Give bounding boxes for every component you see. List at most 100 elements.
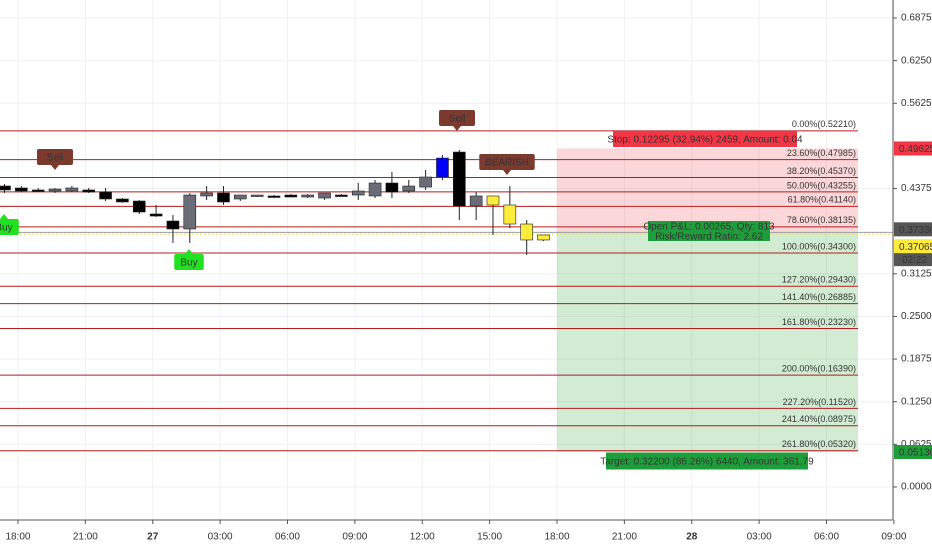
candle-body: [385, 182, 399, 193]
candle-body: [520, 223, 533, 241]
stop-tag-label: 0.49625: [899, 144, 932, 155]
y-tick-label: 0.00000: [901, 482, 932, 493]
signal-text: Sell: [47, 153, 64, 164]
candle-body: [149, 213, 163, 217]
x-tick-label: 03:00: [208, 532, 233, 543]
entry-tag: [894, 222, 932, 237]
signal-label: Buy: [0, 214, 19, 235]
fib-label: 141.40%(0.26885): [782, 292, 856, 302]
candle-body: [132, 200, 146, 213]
last-price-tag-label: 0.37065: [899, 242, 932, 253]
entry-tag-label: 0.37330: [899, 225, 932, 236]
signal-box: [37, 149, 73, 165]
candle-body: [82, 189, 96, 193]
signal-pointer: [51, 165, 59, 170]
fib-label: 61.80%(0.41140): [788, 195, 856, 205]
candle-body: [419, 176, 432, 188]
candle-body: [31, 189, 45, 192]
signal-box: [479, 154, 535, 170]
candle-body: [116, 198, 129, 203]
candle-body: [250, 194, 264, 197]
pnl-info-text: Risk/Reward Ratio: 2.62: [655, 232, 763, 243]
x-tick-label: 21:00: [612, 532, 637, 543]
candle-body: [503, 204, 517, 225]
countdown-label: 02:22: [902, 255, 927, 266]
candle-body: [234, 194, 247, 200]
fib-label: 100.00%(0.34300): [782, 241, 856, 251]
signal-pointer: [503, 170, 511, 175]
candle-body: [65, 187, 79, 192]
x-tick-label: 09:00: [342, 532, 367, 543]
stop-tag: [894, 141, 932, 156]
signal-label: BEARISH: [479, 154, 535, 175]
signal-box: [174, 254, 204, 270]
candle-body: [48, 188, 62, 192]
fib-label: 227.20%(0.11520): [783, 397, 856, 407]
x-tick-label: 27: [147, 532, 159, 543]
signal-box: [0, 219, 19, 235]
fib-label: 161.80%(0.23230): [782, 317, 856, 327]
fib-label: 78.60%(0.38135): [787, 215, 856, 225]
target-zone: [557, 232, 858, 452]
candle-body: [267, 195, 281, 198]
fib-label: 241.40%(0.08975): [782, 414, 856, 424]
signal-pointer: [0, 214, 8, 219]
candle-body: [351, 190, 365, 196]
x-tick-label: 03:00: [747, 532, 772, 543]
fib-label: 50.00%(0.43255): [787, 180, 856, 190]
plot-area: 0.00%(0.52210) 23.60%(0.47985) 38.20%(0.45…: [0, 0, 895, 520]
candle-body: [15, 187, 28, 192]
candle-body: [402, 185, 416, 192]
x-tick-label: 12:00: [410, 532, 435, 543]
signal-text: Buy: [180, 258, 197, 269]
fib-label: 261.80%(0.05320): [782, 439, 856, 449]
candle-body: [318, 192, 331, 199]
stop-zone: [557, 148, 858, 233]
candle-body: [368, 182, 382, 197]
x-tick-label: 21:00: [73, 532, 98, 543]
candle-body: [217, 192, 230, 203]
signal-text: Buy: [0, 223, 13, 234]
x-tick-label: 06:00: [275, 532, 300, 543]
candle-body: [486, 195, 500, 206]
signal-label: Buy: [174, 249, 204, 270]
x-tick-label: 15:00: [477, 532, 502, 543]
fib-label: 200.00%(0.16390): [782, 364, 856, 374]
signal-label: Sell: [37, 149, 73, 170]
signal-text: BEARISH: [485, 158, 529, 169]
candle-body: [99, 191, 112, 200]
signal-box: [439, 110, 475, 126]
target-info-box: [606, 452, 808, 470]
fib-label: 38.20%(0.45370): [787, 166, 856, 176]
candle-body: [183, 194, 197, 230]
candle-body: [0, 185, 11, 191]
stop-info-box: [613, 131, 797, 147]
signal-pointer: [453, 126, 461, 131]
candle-body: [537, 234, 550, 241]
x-tick-label: 09:00: [881, 532, 906, 543]
pnl-info-text: Open P&L: 0.00265, Qty: 813: [643, 222, 775, 233]
pnl-info-box: [648, 221, 770, 241]
fib-label: 0.00%(0.52210): [792, 119, 856, 129]
x-tick-label: 28: [686, 532, 698, 543]
candle-body: [301, 194, 314, 198]
signal-text: Sell: [449, 114, 466, 125]
fib-label: 127.20%(0.29430): [782, 275, 856, 285]
plot-background: [0, 0, 893, 520]
candle-body: [284, 194, 298, 198]
x-tick-label: 18:00: [5, 532, 30, 543]
candle-body: [166, 220, 180, 230]
candle-body: [453, 151, 466, 207]
candle-body: [469, 195, 483, 207]
last-price-tag: [894, 239, 932, 254]
